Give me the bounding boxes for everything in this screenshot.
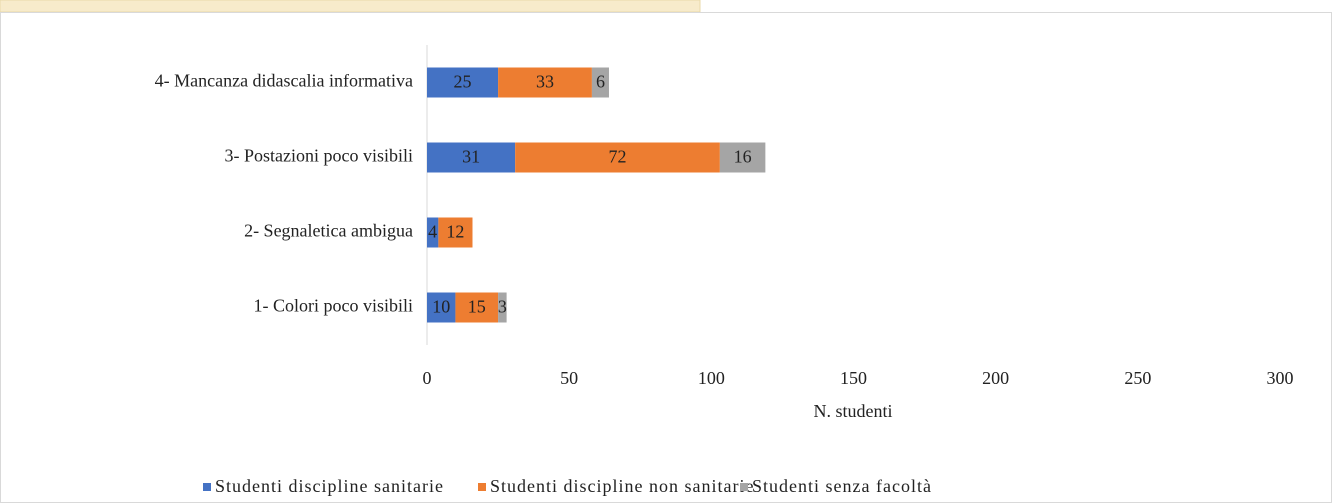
bar-segment <box>427 217 439 248</box>
y-tick-label: 1- Colori poco visibili <box>254 296 414 316</box>
bar-segment <box>427 67 499 98</box>
legend-swatch <box>203 483 211 491</box>
x-tick-label: 0 <box>423 368 432 388</box>
x-tick-label: 200 <box>982 368 1009 388</box>
bar-segment <box>427 292 456 323</box>
data-label: 6 <box>596 72 605 92</box>
x-tick-label: 100 <box>698 368 725 388</box>
data-label: 12 <box>446 222 464 242</box>
bar-segment <box>427 142 516 173</box>
data-label: 10 <box>432 297 450 317</box>
bar-segment <box>498 292 507 323</box>
data-label: 25 <box>454 72 472 92</box>
legend-label: Studenti discipline sanitarie <box>215 476 444 496</box>
legend-label: Studenti discipline non sanitarie <box>490 476 754 496</box>
data-label: 15 <box>468 297 486 317</box>
legend-swatch <box>740 483 748 491</box>
data-label: 31 <box>462 147 480 167</box>
legend-label: Studenti senza facoltà <box>752 476 932 496</box>
bar-segment <box>515 142 720 173</box>
data-label: 16 <box>734 147 752 167</box>
data-label: 3 <box>498 297 507 317</box>
bar-segment <box>498 67 592 98</box>
bar-segment <box>719 142 766 173</box>
data-label: 4 <box>428 222 437 242</box>
top-strip <box>0 0 701 13</box>
x-axis-label: N. studenti <box>814 401 893 421</box>
x-tick-label: 250 <box>1124 368 1151 388</box>
legend-swatch <box>478 483 486 491</box>
bar-segment <box>591 67 609 98</box>
x-tick-label: 300 <box>1267 368 1294 388</box>
y-tick-label: 4- Mancanza didascalia informativa <box>155 71 413 91</box>
data-label: 33 <box>536 72 554 92</box>
y-tick-label: 2- Segnaletica ambigua <box>244 221 413 241</box>
bar-segment <box>438 217 473 248</box>
y-tick-label: 3- Postazioni poco visibili <box>225 146 414 166</box>
chart-border <box>0 12 1332 503</box>
data-label: 72 <box>609 147 627 167</box>
x-tick-label: 150 <box>840 368 867 388</box>
x-tick-label: 50 <box>560 368 578 388</box>
bar-segment <box>455 292 499 323</box>
